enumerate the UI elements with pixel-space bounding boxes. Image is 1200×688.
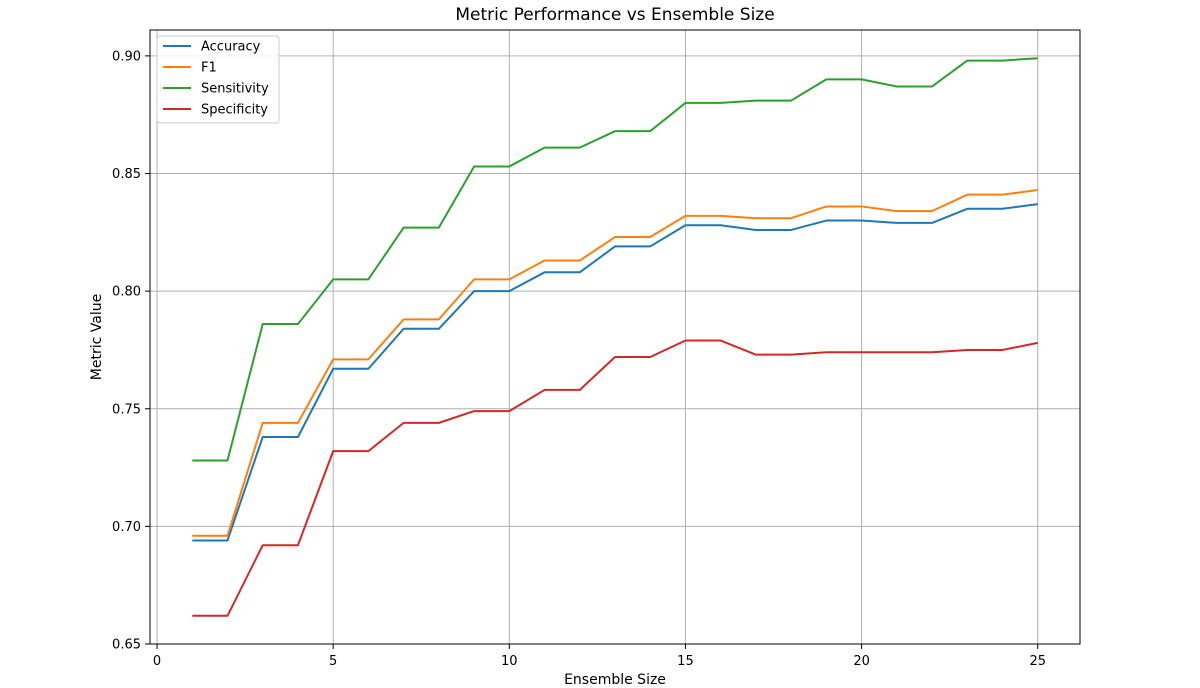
x-axis-label: Ensemble Size — [564, 672, 666, 688]
series-line-sensitivity — [192, 57, 1038, 462]
legend-box — [156, 35, 280, 124]
series-line-f1 — [192, 188, 1038, 537]
y-tick-label: 0.75 — [112, 402, 141, 417]
y-tick-label: 0.70 — [112, 520, 141, 535]
series-line-accuracy — [192, 203, 1038, 542]
y-tick-label: 0.90 — [112, 49, 141, 64]
x-tick-label: 15 — [677, 654, 694, 669]
x-tick-label: 20 — [853, 654, 870, 669]
legend-label-f1: F1 — [201, 61, 217, 76]
y-tick-label: 0.85 — [112, 167, 141, 182]
chart-title: Metric Performance vs Ensemble Size — [455, 5, 774, 25]
legend-label-specificity: Specificity — [201, 103, 268, 118]
series-line-specificity — [192, 339, 1038, 617]
y-tick-label: 0.65 — [112, 638, 141, 653]
x-tick-label: 25 — [1029, 654, 1046, 669]
plot-frame — [149, 29, 1081, 645]
axis-ticks: 0 5 10 15 20 25 0.65 0.70 0.75 0.80 0.85 0.90 — [112, 49, 1046, 669]
y-tick-label: 0.80 — [112, 285, 141, 300]
y-axis-label: Metric Value — [89, 294, 105, 380]
legend: Accuracy F1 Sensitivity Specificity — [156, 35, 280, 124]
series-lines — [192, 57, 1038, 617]
x-tick-label: 10 — [501, 654, 518, 669]
x-tick-label: 5 — [329, 654, 337, 669]
legend-label-sensitivity: Sensitivity — [201, 82, 269, 97]
legend-label-accuracy: Accuracy — [201, 40, 261, 55]
x-tick-label: 0 — [153, 654, 161, 669]
